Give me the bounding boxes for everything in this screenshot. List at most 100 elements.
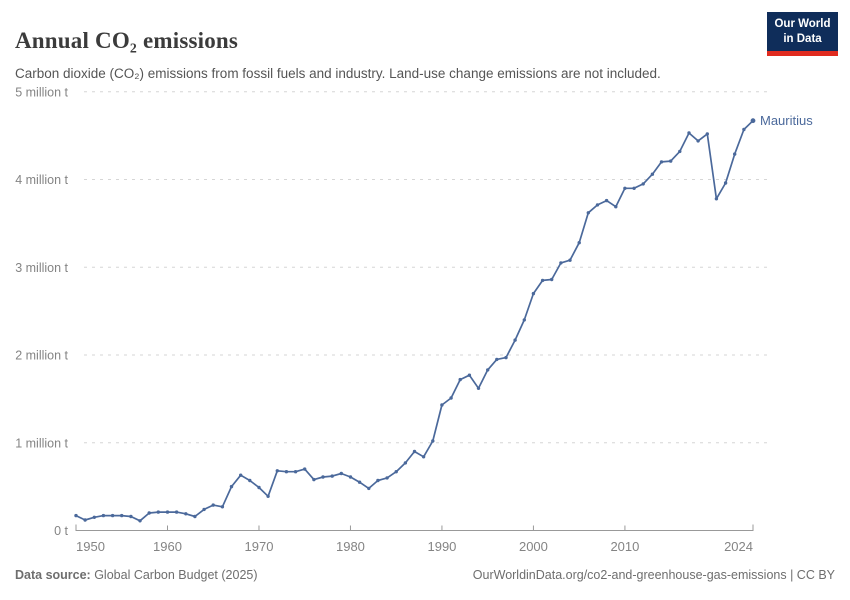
footer: Data source: Global Carbon Budget (2025)… [15, 568, 835, 582]
data-point-marker [458, 377, 462, 382]
x-axis-tick-label: 2000 [519, 539, 548, 554]
data-point-marker [669, 159, 673, 163]
data-point-marker [394, 470, 398, 474]
owid-logo-line2: in Data [783, 32, 822, 45]
data-point-marker [110, 513, 115, 518]
data-point-marker [705, 132, 709, 136]
data-point-marker [248, 478, 252, 483]
data-point-marker [486, 368, 490, 372]
data-point-marker [604, 198, 609, 203]
owid-logo[interactable]: Our World in Data [767, 12, 838, 56]
data-source-label: Data source: [15, 568, 91, 582]
data-point-marker [165, 510, 170, 514]
series-label[interactable]: Mauritius [760, 113, 813, 128]
owid-logo-line1: Our World [774, 18, 831, 30]
y-axis-tick-label: 2 million t [15, 349, 68, 363]
data-point-marker [211, 503, 215, 507]
data-point-marker [312, 477, 316, 482]
data-source-name: Global Carbon Budget (2025) [90, 568, 258, 582]
data-point-marker [357, 480, 362, 484]
chart-subtitle: Carbon dioxide (CO₂) emissions from foss… [15, 65, 661, 81]
data-point-marker [540, 278, 545, 283]
data-point-marker [275, 469, 279, 473]
data-point-marker [293, 470, 298, 474]
y-axis-tick-label: 5 million t [15, 85, 68, 99]
data-point-marker [550, 277, 554, 282]
x-axis-tick-label: 1960 [153, 539, 182, 554]
data-point-marker [339, 471, 343, 476]
data-point-marker [476, 386, 481, 390]
data-point-marker [586, 211, 590, 215]
chart-title: Annual CO₂ emissions [15, 28, 239, 54]
data-point-marker [202, 507, 206, 512]
x-axis-tick-label: 1950 [76, 539, 105, 554]
data-point-marker [403, 461, 408, 465]
data-point-marker [266, 494, 270, 498]
data-point-marker [659, 160, 664, 164]
data-point-marker [92, 515, 97, 519]
data-point-marker [156, 510, 160, 514]
x-axis-tick-label: 2024 [724, 539, 753, 554]
x-axis-tick-label: 1980 [336, 539, 365, 554]
data-point-marker [559, 261, 563, 265]
data-point-marker [742, 127, 746, 132]
x-axis-tick-label: 2010 [610, 539, 639, 554]
attribution-link[interactable]: OurWorldinData.org/co2-and-greenhouse-ga… [472, 568, 835, 582]
data-point-marker [531, 291, 536, 296]
data-point-marker [595, 203, 600, 207]
data-source: Data source: Global Carbon Budget (2025) [15, 568, 258, 582]
data-point-marker [641, 182, 645, 186]
data-point-marker [257, 485, 261, 490]
data-point-marker [220, 505, 225, 509]
data-point-marker [449, 396, 453, 400]
data-point-marker [330, 474, 334, 478]
data-point-marker [421, 455, 426, 459]
data-point-marker [147, 511, 151, 515]
y-axis-tick-label: 0 t [54, 524, 68, 538]
data-point-marker [522, 318, 526, 322]
data-point-marker [513, 338, 517, 342]
data-point-marker [138, 519, 142, 523]
data-point-marker [678, 149, 682, 154]
data-point-marker [504, 355, 508, 360]
data-point-marker [129, 514, 133, 519]
data-point-marker [284, 470, 289, 474]
data-point-marker [632, 186, 636, 190]
data-point-marker [184, 512, 188, 516]
emissions-line [75, 119, 754, 522]
y-axis-tick-label: 1 million t [15, 436, 68, 450]
data-point-marker [229, 484, 234, 489]
data-point-marker [440, 403, 444, 407]
x-axis-tick-label: 1990 [427, 539, 456, 554]
data-point-marker [367, 486, 371, 491]
data-point-marker [74, 513, 78, 518]
y-axis-tick-label: 4 million t [15, 173, 68, 187]
data-point-marker [385, 476, 389, 480]
data-point-marker [614, 205, 618, 209]
data-point-marker [467, 373, 472, 377]
data-point-marker [303, 467, 307, 471]
data-point-marker [431, 439, 435, 443]
data-point-marker [321, 475, 325, 479]
data-point-marker [495, 357, 499, 362]
x-axis-tick-label: 1970 [245, 539, 274, 554]
data-point-marker [376, 478, 380, 483]
data-point-marker [83, 518, 87, 522]
data-point-marker [723, 181, 728, 185]
data-point-marker [174, 510, 179, 514]
data-point-marker [348, 475, 353, 479]
y-axis-tick-label: 3 million t [15, 261, 68, 275]
data-point-marker [239, 473, 243, 477]
data-point-marker [650, 172, 655, 176]
data-point-marker [568, 258, 572, 262]
data-point-marker [193, 514, 197, 519]
data-point-marker [687, 131, 691, 135]
series-end-marker [750, 118, 756, 124]
data-point-marker [714, 197, 719, 201]
data-point-marker [623, 186, 627, 190]
data-point-marker [120, 513, 124, 518]
data-point-marker [101, 513, 106, 518]
data-point-marker [733, 152, 737, 156]
